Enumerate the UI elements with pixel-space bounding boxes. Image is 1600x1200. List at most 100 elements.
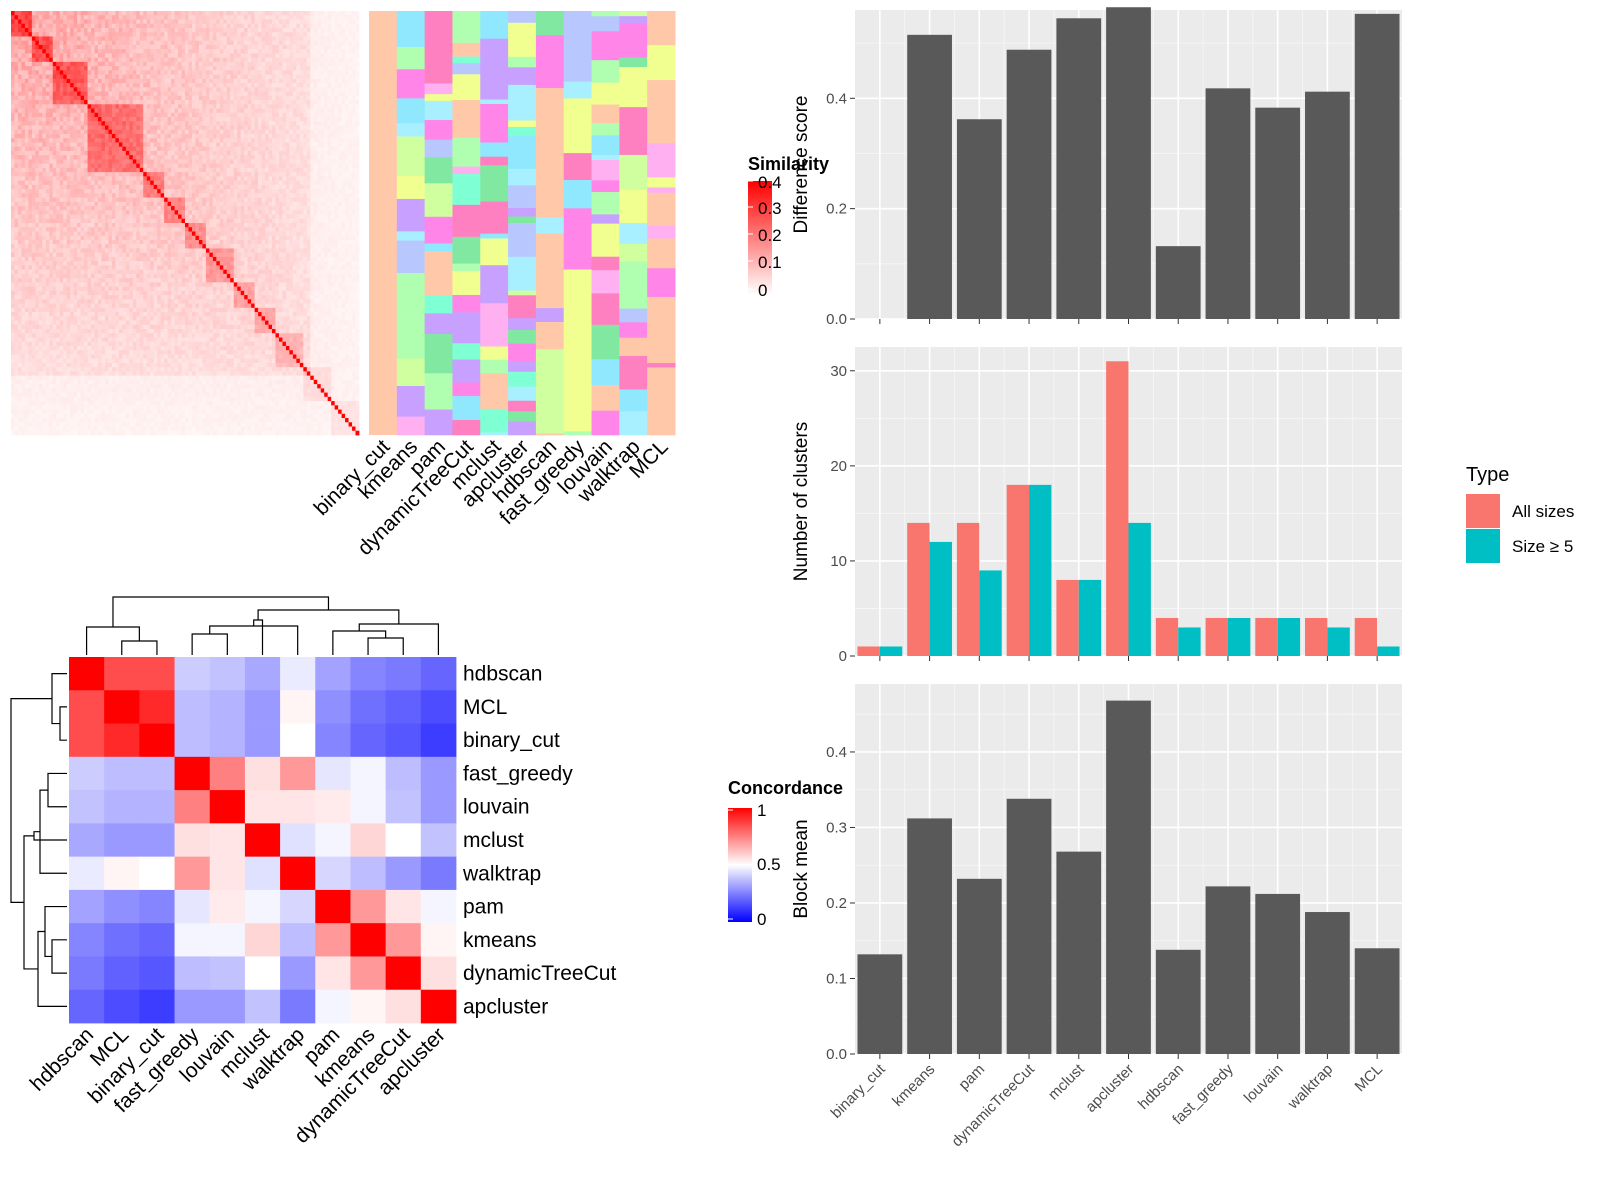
similarity-cell [185,104,189,109]
similarity-cell [226,27,231,33]
similarity-cell [38,206,43,211]
similarity-cell [38,19,43,25]
similarity-cell [115,163,120,169]
similarity-cell [146,70,151,75]
similarity-cell [195,104,200,109]
similarity-cell [185,40,189,46]
similarity-cell [320,155,325,160]
similarity-cell [296,83,301,88]
similarity-cell [129,91,134,97]
similarity-cell [167,172,172,177]
similarity-cell [73,218,78,224]
similarity-cell [185,78,189,84]
similarity-cell [21,40,26,46]
similarity-cell [125,83,130,88]
similarity-cell [327,49,332,54]
similarity-cell [205,44,210,50]
similarity-cell [296,184,301,190]
similarity-cell [244,61,249,67]
similarity-cell [289,57,294,63]
similarity-cell [355,23,360,29]
similarity-cell [247,184,252,190]
similarity-cell [174,53,179,59]
similarity-cell [11,163,15,169]
similarity-cell [77,138,81,143]
similarity-cell [202,44,207,50]
similarity-cell [212,117,217,122]
similarity-cell [87,159,92,165]
similarity-cell [91,32,95,37]
similarity-cell [212,27,217,33]
similarity-cell [160,53,165,59]
similarity-cell [230,66,235,71]
similarity-cell [202,180,207,186]
similarity-cell [101,27,106,33]
similarity-cell [63,167,68,173]
similarity-cell [216,133,221,139]
similarity-cell [338,125,342,131]
similarity-cell [66,167,71,173]
similarity-cell [202,197,207,203]
similarity-cell [345,44,349,50]
similarity-cell [310,218,315,224]
similarity-cell [327,117,332,122]
similarity-cell [42,40,47,46]
similarity-cell [310,19,315,25]
similarity-cell [313,184,318,190]
similarity-cell [310,117,315,122]
similarity-cell [299,100,304,105]
similarity-cell [345,61,349,67]
similarity-cell [230,57,235,63]
similarity-cell [230,104,235,109]
similarity-cell [202,57,207,63]
similarity-cell [334,155,339,160]
similarity-cell [59,66,64,71]
similarity-cell [125,150,130,156]
similarity-cell [87,87,92,92]
similarity-cell [42,91,47,97]
similarity-cell [278,133,283,139]
similarity-cell [167,129,172,135]
similarity-cell [139,91,144,97]
similarity-cell [355,176,360,181]
similarity-cell [212,32,217,37]
similarity-cell [56,49,61,54]
similarity-cell [205,27,210,33]
similarity-cell [198,19,203,25]
similarity-cell [150,193,155,198]
similarity-cell [38,44,43,50]
similarity-cell [240,146,245,152]
similarity-cell [35,87,40,92]
similarity-cell [299,201,304,207]
similarity-cell [101,74,106,80]
similarity-cell [254,19,259,25]
similarity-cell [160,146,165,152]
similarity-cell [101,15,106,20]
similarity-cell [275,91,280,97]
similarity-cell [212,214,217,220]
similarity-cell [306,19,311,25]
similarity-cell [310,133,315,139]
similarity-cell [265,87,269,92]
similarity-cell [87,172,92,177]
similarity-cell [292,163,297,169]
similarity-cell [35,78,40,84]
similarity-cell [77,133,81,139]
similarity-cell [331,210,336,215]
similarity-cell [70,108,75,114]
similarity-cell [310,70,315,75]
similarity-cell [247,193,252,198]
similarity-cell [125,49,130,54]
similarity-cell [341,32,346,37]
similarity-cell [348,57,353,63]
similarity-cell [324,100,329,105]
similarity-cell [352,210,356,215]
similarity-cell [185,167,189,173]
similarity-cell [129,78,134,84]
similarity-cell [94,210,99,215]
similarity-cell [146,184,151,190]
similarity-cell [178,210,182,215]
similarity-cell [244,201,249,207]
similarity-cell [202,49,207,54]
similarity-cell [115,78,120,84]
